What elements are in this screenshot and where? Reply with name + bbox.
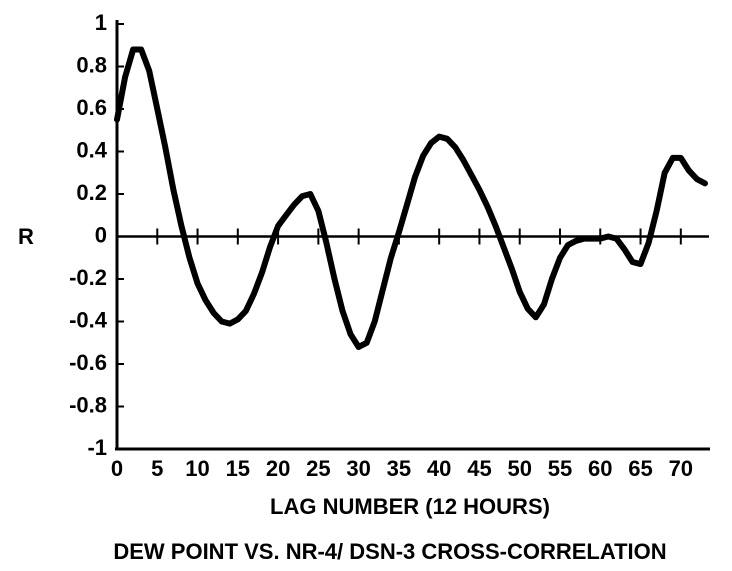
x-tick-label: 70 <box>669 456 693 481</box>
x-tick-label: 10 <box>185 456 209 481</box>
x-tick-label: 50 <box>507 456 531 481</box>
x-tick-label: 15 <box>226 456 250 481</box>
y-tick-label: -1 <box>87 435 107 460</box>
data-line <box>114 46 708 350</box>
y-tick-label: 0.2 <box>76 180 107 205</box>
y-tick-label: 0 <box>95 222 107 247</box>
y-tick-label: 0.6 <box>76 95 107 120</box>
x-tick-label: 40 <box>427 456 451 481</box>
x-tick-label: 35 <box>387 456 411 481</box>
x-tick-label: 0 <box>111 456 123 481</box>
y-axis-label: R <box>18 224 34 249</box>
y-tick-label: 1 <box>95 10 107 35</box>
x-axis-label: LAG NUMBER (12 HOURS) <box>270 494 550 519</box>
y-tick-label: 0.4 <box>76 137 107 162</box>
x-tick-label: 25 <box>306 456 330 481</box>
y-tick-label: -0.4 <box>69 307 108 332</box>
x-tick-label: 60 <box>588 456 612 481</box>
x-tick-label: 30 <box>346 456 370 481</box>
chart-title: DEW POINT VS. NR-4/ DSN-3 CROSS-CORRELAT… <box>113 539 666 564</box>
y-tick-label: -0.6 <box>69 350 107 375</box>
y-tick-label: 0.8 <box>76 52 107 77</box>
y-tick-label: -0.2 <box>69 265 107 290</box>
x-tick-label: 5 <box>151 456 163 481</box>
x-tick-label: 65 <box>628 456 652 481</box>
y-tick-label: -0.8 <box>69 392 107 417</box>
x-tick-label: 45 <box>467 456 491 481</box>
x-tick-label: 20 <box>266 456 290 481</box>
x-tick-label: 55 <box>548 456 572 481</box>
